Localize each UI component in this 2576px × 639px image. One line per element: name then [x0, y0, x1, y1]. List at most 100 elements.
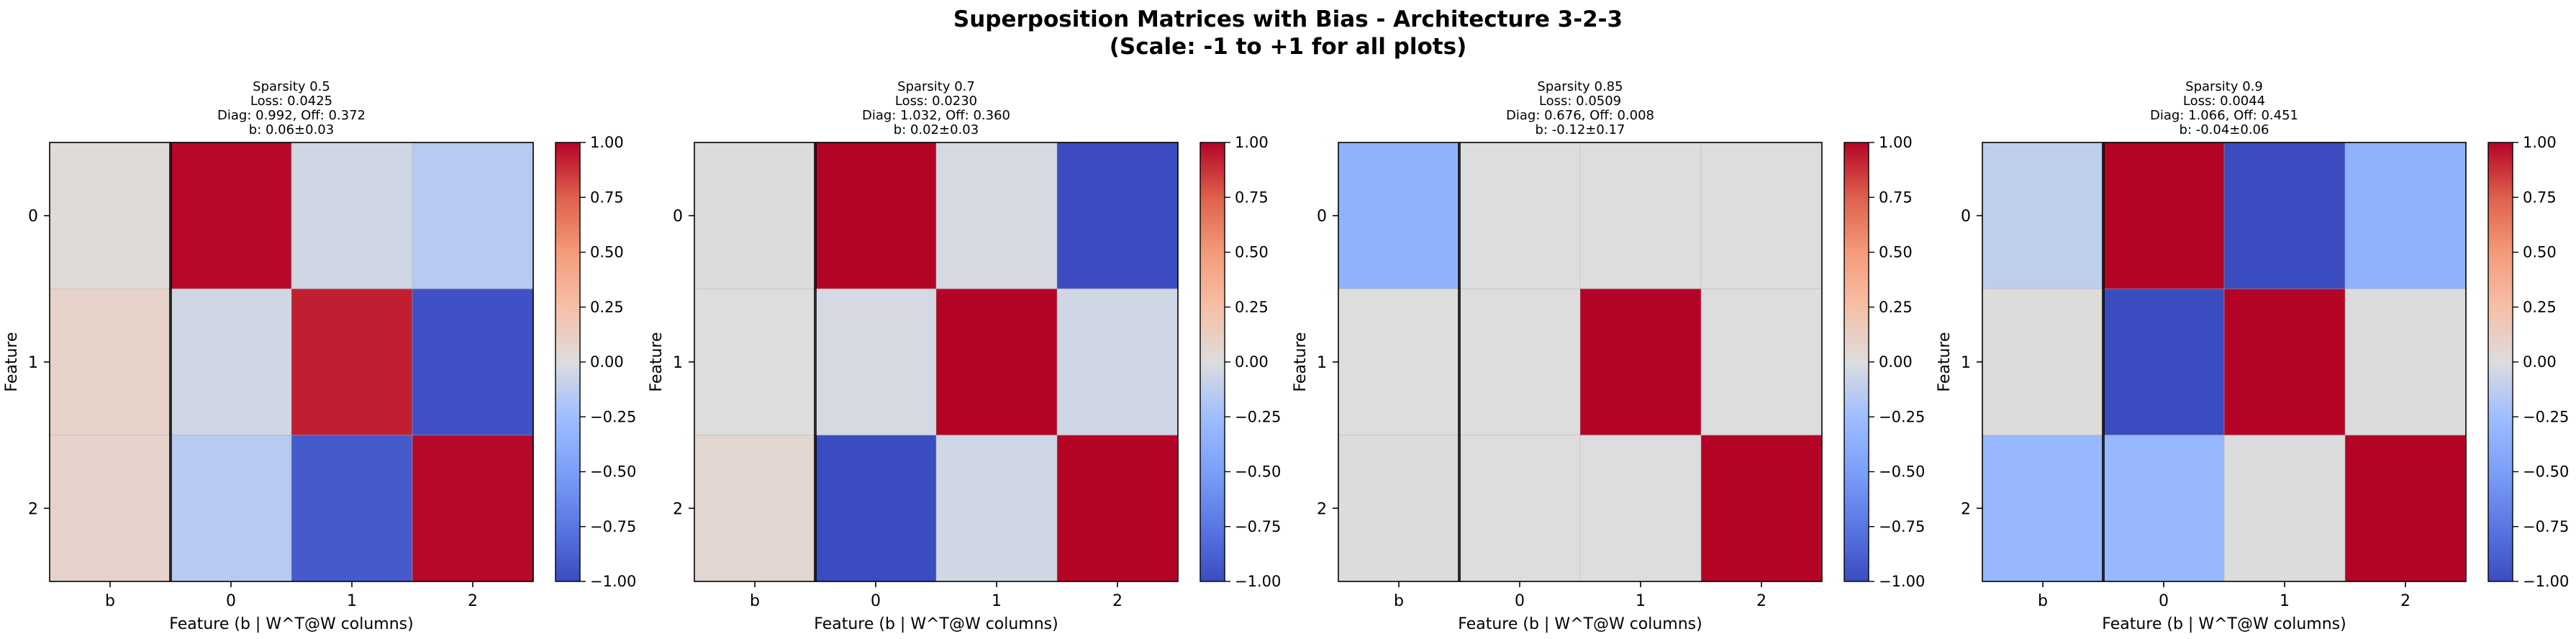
heatmap-cell-r2-c1	[815, 435, 937, 582]
panel-title-line-1: Sparsity 0.5	[253, 79, 330, 94]
heatmap-cell-r1-c2	[2224, 289, 2346, 436]
colorbar-tick-label: 0.00	[2523, 353, 2557, 371]
x-tick-label: b	[1394, 592, 1404, 610]
heatmap-cell-r1-c2	[291, 289, 413, 436]
heatmap-cell-r0-c2	[1580, 142, 1702, 289]
heatmap-panel-2: b 0 1 2 0 1 2 Feature (b | W^T@W columns) Featur…	[648, 79, 1281, 633]
colorbar-tick-label: −1.00	[1879, 573, 1925, 590]
heatmap-cell-r0-c3	[2345, 142, 2467, 289]
heatmap-cell-r0-c1	[815, 142, 937, 289]
heatmap-cell-r2-c2	[936, 435, 1058, 582]
colorbar-tick-label: −1.00	[1235, 573, 1281, 590]
y-tick-label: 0	[1961, 208, 1971, 226]
colorbar	[555, 142, 580, 581]
heatmap-cell-r1-c2	[936, 289, 1058, 436]
colorbar-tick-label: −0.75	[1879, 518, 1925, 535]
colorbar-tick-label: 0.00	[590, 353, 624, 371]
y-tick-label: 2	[28, 500, 38, 518]
x-tick-label: 0	[2159, 592, 2169, 610]
heatmap-cell-r1-c1	[1459, 289, 1581, 436]
panel-title-line-4: b: -0.12±0.17	[1536, 122, 1625, 137]
figure-title-line-2: (Scale: -1 to +1 for all plots)	[1109, 34, 1467, 60]
x-tick-label: b	[750, 592, 760, 610]
y-tick-label: 1	[1961, 354, 1971, 372]
panel-title-line-3: Diag: 1.066, Off: 0.451	[2150, 108, 2298, 123]
heatmap-cell-r0-c3	[412, 142, 534, 289]
x-tick-label: 1	[1636, 592, 1646, 610]
heatmap-panel-3: b 0 1 2 0 1 2 Feature (b | W^T@W columns) Featur…	[1292, 79, 1925, 633]
figure-title-line-1: Superposition Matrices with Bias - Archi…	[953, 6, 1623, 32]
colorbar-tick-label: 0.50	[2523, 244, 2557, 261]
heatmap-cell-r2-c2	[1580, 435, 1702, 582]
heatmap-cell-r0-c2	[291, 142, 413, 289]
colorbar-tick-label: −0.25	[1879, 408, 1925, 425]
y-axis-label: Feature	[1936, 332, 1954, 391]
heatmap-cell-r2-c3	[412, 435, 534, 582]
colorbar-tick-label: 0.25	[1235, 299, 1269, 316]
heatmap-cell-r0-c2	[936, 142, 1058, 289]
y-tick-label: 0	[673, 208, 683, 226]
colorbar-tick-label: 0.00	[1235, 353, 1269, 371]
heatmap-cell-r0-c0	[694, 142, 816, 289]
heatmap-cell-r2-c1	[2103, 435, 2225, 582]
panel-title-line-1: Sparsity 0.9	[2185, 79, 2263, 94]
panel-title-line-4: b: 0.02±0.03	[894, 122, 979, 137]
colorbar-tick-label: −0.25	[2523, 408, 2569, 425]
panel-title-line-2: Loss: 0.0044	[2183, 94, 2265, 109]
y-tick-label: 1	[673, 354, 683, 372]
x-tick-label: b	[105, 592, 115, 610]
colorbar-tick-label: 0.75	[1879, 189, 1913, 206]
panel-title-line-1: Sparsity 0.85	[1537, 79, 1623, 94]
x-tick-label: 2	[2400, 592, 2411, 610]
y-tick-label: 1	[28, 354, 38, 372]
colorbar-tick-label: 1.00	[2523, 134, 2557, 151]
heatmap-cell-r2-c3	[2345, 435, 2467, 582]
heatmap-cell-r1-c3	[1057, 289, 1179, 436]
panel-title-line-2: Loss: 0.0509	[1539, 94, 1621, 109]
panel-title-line-3: Diag: 0.992, Off: 0.372	[217, 108, 366, 123]
colorbar-tick-label: 0.50	[590, 244, 624, 261]
x-tick-label: 2	[1756, 592, 1767, 610]
heatmap-cell-r1-c1	[2103, 289, 2225, 436]
heatmap-cell-r1-c0	[694, 289, 816, 436]
colorbar-tick-label: 0.50	[1235, 244, 1269, 261]
x-tick-label: 1	[992, 592, 1002, 610]
heatmap-cell-r1-c0	[50, 289, 171, 436]
y-axis-label: Feature	[648, 332, 666, 391]
heatmap-cell-r0-c1	[2103, 142, 2225, 289]
heatmap-cell-r1-c3	[412, 289, 534, 436]
colorbar-tick-label: −0.50	[2523, 463, 2569, 481]
heatmap-cell-r1-c2	[1580, 289, 1702, 436]
colorbar	[1844, 142, 1869, 581]
colorbar-tick-label: −0.25	[1235, 408, 1281, 425]
y-tick-label: 2	[1961, 500, 1971, 518]
x-axis-label: Feature (b | W^T@W columns)	[814, 615, 1058, 633]
colorbar-tick-label: 0.75	[590, 189, 624, 206]
x-tick-label: 0	[871, 592, 881, 610]
x-axis-label: Feature (b | W^T@W columns)	[2102, 615, 2346, 633]
panel-title-line-3: Diag: 1.032, Off: 0.360	[862, 108, 1010, 123]
x-axis-label: Feature (b | W^T@W columns)	[1458, 615, 1702, 633]
heatmap-cell-r1-c1	[815, 289, 937, 436]
heatmap-cell-r2-c1	[1459, 435, 1581, 582]
colorbar-tick-label: 1.00	[1879, 134, 1913, 151]
heatmap-cell-r2-c3	[1057, 435, 1179, 582]
panel-title-line-4: b: 0.06±0.03	[249, 122, 334, 137]
colorbar-tick-label: 0.00	[1879, 353, 1913, 371]
y-axis-label: Feature	[3, 332, 21, 391]
colorbar-tick-label: −0.75	[1235, 518, 1281, 535]
colorbar-tick-label: −0.50	[590, 463, 636, 481]
panel-title-line-1: Sparsity 0.7	[897, 79, 975, 94]
colorbar-tick-label: 0.75	[1235, 189, 1269, 206]
heatmap-panel-4: b 0 1 2 0 1 2 Feature (b | W^T@W columns) Featur…	[1936, 79, 2569, 633]
heatmap-cell-r0-c3	[1057, 142, 1179, 289]
heatmap-panel-1: b 0 1 2 0 1 2 Feature (b | W^T@W columns) Featur…	[3, 79, 636, 633]
x-tick-label: 1	[347, 592, 357, 610]
panel-title-line-2: Loss: 0.0230	[895, 94, 977, 109]
heatmap-cell-r2-c0	[694, 435, 816, 582]
panel-title-line-3: Diag: 0.676, Off: 0.008	[1506, 108, 1654, 123]
y-axis-label: Feature	[1292, 332, 1310, 391]
heatmap-cell-r0-c1	[1459, 142, 1581, 289]
x-tick-label: 2	[468, 592, 478, 610]
